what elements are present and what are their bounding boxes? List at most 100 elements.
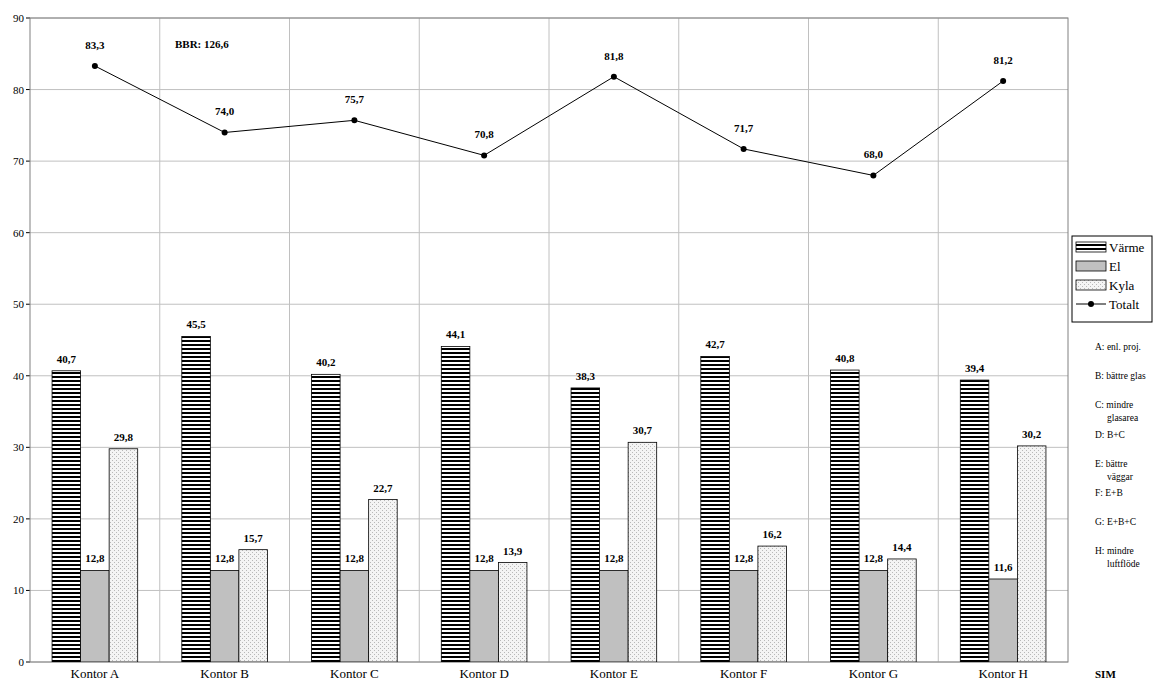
line-marker bbox=[222, 129, 228, 135]
data-label: 40,2 bbox=[316, 356, 336, 368]
grid-line-vertical bbox=[938, 18, 939, 662]
bar bbox=[600, 570, 629, 662]
data-label: 12,8 bbox=[604, 552, 624, 564]
tick-label: 50 bbox=[13, 298, 25, 310]
data-label: 16,2 bbox=[763, 528, 783, 540]
note-line: luftflöde bbox=[1107, 559, 1140, 569]
note: F: E+B bbox=[1095, 488, 1123, 498]
data-label: 39,4 bbox=[965, 362, 985, 374]
tick-label: 0 bbox=[19, 656, 25, 668]
note-line: E: bättre bbox=[1095, 459, 1127, 469]
data-label: 81,8 bbox=[604, 50, 624, 62]
data-label: 81,2 bbox=[994, 54, 1014, 66]
bar bbox=[470, 570, 499, 662]
data-label: 45,5 bbox=[186, 318, 206, 330]
bar bbox=[960, 380, 989, 662]
annotation: BBR: 126,6 bbox=[175, 38, 229, 50]
line-marker bbox=[481, 152, 487, 158]
note: A: enl. proj. bbox=[1095, 342, 1141, 352]
grid-line-vertical bbox=[678, 18, 679, 662]
data-label: 30,7 bbox=[633, 424, 653, 436]
data-label: 71,7 bbox=[734, 122, 754, 134]
note: E: bättre väggar bbox=[1095, 459, 1134, 482]
tick-mark bbox=[26, 662, 30, 663]
data-label: 12,8 bbox=[85, 552, 105, 564]
tick-mark bbox=[26, 161, 30, 162]
data-label: 15,7 bbox=[244, 532, 264, 544]
bar bbox=[888, 559, 917, 662]
bar bbox=[628, 442, 657, 662]
line-marker bbox=[1000, 78, 1006, 84]
bar bbox=[81, 570, 110, 662]
legend-box bbox=[1072, 236, 1152, 322]
grid-line-vertical bbox=[808, 18, 809, 662]
data-label: 40,7 bbox=[57, 353, 77, 365]
bar bbox=[758, 546, 787, 662]
bar bbox=[989, 579, 1018, 662]
data-label: 38,3 bbox=[576, 370, 596, 382]
data-label: 13,9 bbox=[503, 545, 523, 557]
grid bbox=[26, 18, 1068, 662]
tick-label: 70 bbox=[13, 155, 25, 167]
data-label: 70,8 bbox=[475, 128, 495, 140]
bar bbox=[340, 570, 369, 662]
tick-mark bbox=[26, 18, 30, 19]
line bbox=[95, 66, 1003, 175]
legend-label: El bbox=[1109, 259, 1121, 274]
bar bbox=[109, 449, 138, 662]
bar bbox=[729, 570, 758, 662]
note-line: H: mindre bbox=[1095, 546, 1134, 556]
tick-mark bbox=[26, 232, 30, 233]
grid-line-vertical bbox=[549, 18, 550, 662]
tick-label: 60 bbox=[13, 227, 25, 239]
tick-label: 20 bbox=[13, 513, 25, 525]
data-label: 12,8 bbox=[345, 552, 365, 564]
tick-label: 80 bbox=[13, 84, 25, 96]
plot-frame bbox=[30, 18, 1068, 662]
bar bbox=[312, 374, 341, 662]
annotation: SIM bbox=[1095, 668, 1116, 680]
data-label: 12,8 bbox=[864, 552, 884, 564]
tick-mark bbox=[26, 89, 30, 90]
note: D: B+C bbox=[1095, 430, 1125, 440]
legend-label: Kyla bbox=[1109, 278, 1135, 293]
note: C: mindreglasarea bbox=[1095, 400, 1139, 423]
grid-line-vertical bbox=[289, 18, 290, 662]
tick-mark bbox=[26, 590, 30, 591]
legend-swatch bbox=[1076, 242, 1106, 252]
tick-mark bbox=[26, 375, 30, 376]
chart: 0102030405060708090Kontor AKontor BKonto… bbox=[0, 0, 1155, 683]
bar bbox=[369, 500, 398, 662]
legend-swatch bbox=[1076, 261, 1106, 271]
category-label: Kontor B bbox=[200, 666, 249, 681]
grid-line-vertical bbox=[419, 18, 420, 662]
note-line: C: mindre bbox=[1095, 400, 1133, 410]
legend-label: Värme bbox=[1109, 240, 1145, 255]
data-label: 22,7 bbox=[373, 482, 393, 494]
note-line: väggar bbox=[1107, 472, 1134, 482]
category-label: Kontor G bbox=[849, 666, 898, 681]
data-label: 29,8 bbox=[114, 431, 134, 443]
note: H: mindre luftflöde bbox=[1095, 546, 1140, 569]
legend-swatch bbox=[1076, 280, 1106, 290]
data-label: 11,6 bbox=[994, 561, 1013, 573]
note: B: bättre glas bbox=[1095, 371, 1146, 381]
bar bbox=[239, 550, 268, 662]
tick-mark bbox=[26, 304, 30, 305]
data-label: 44,1 bbox=[446, 328, 465, 340]
bar bbox=[859, 570, 888, 662]
line-marker bbox=[870, 172, 876, 178]
data-label: 74,0 bbox=[215, 105, 235, 117]
bar bbox=[1017, 446, 1046, 662]
data-label: 12,8 bbox=[734, 552, 754, 564]
category-label: Kontor H bbox=[978, 666, 1027, 681]
marks bbox=[52, 63, 1046, 662]
data-labels: 40,745,540,244,138,342,740,839,412,812,8… bbox=[57, 39, 1042, 573]
bar bbox=[441, 346, 470, 662]
legend: VärmeElKylaTotalt bbox=[1072, 236, 1152, 322]
bar bbox=[182, 336, 211, 662]
category-label: Kontor C bbox=[330, 666, 379, 681]
bar bbox=[498, 563, 527, 662]
line-marker bbox=[741, 146, 747, 152]
category-label: Kontor E bbox=[590, 666, 638, 681]
